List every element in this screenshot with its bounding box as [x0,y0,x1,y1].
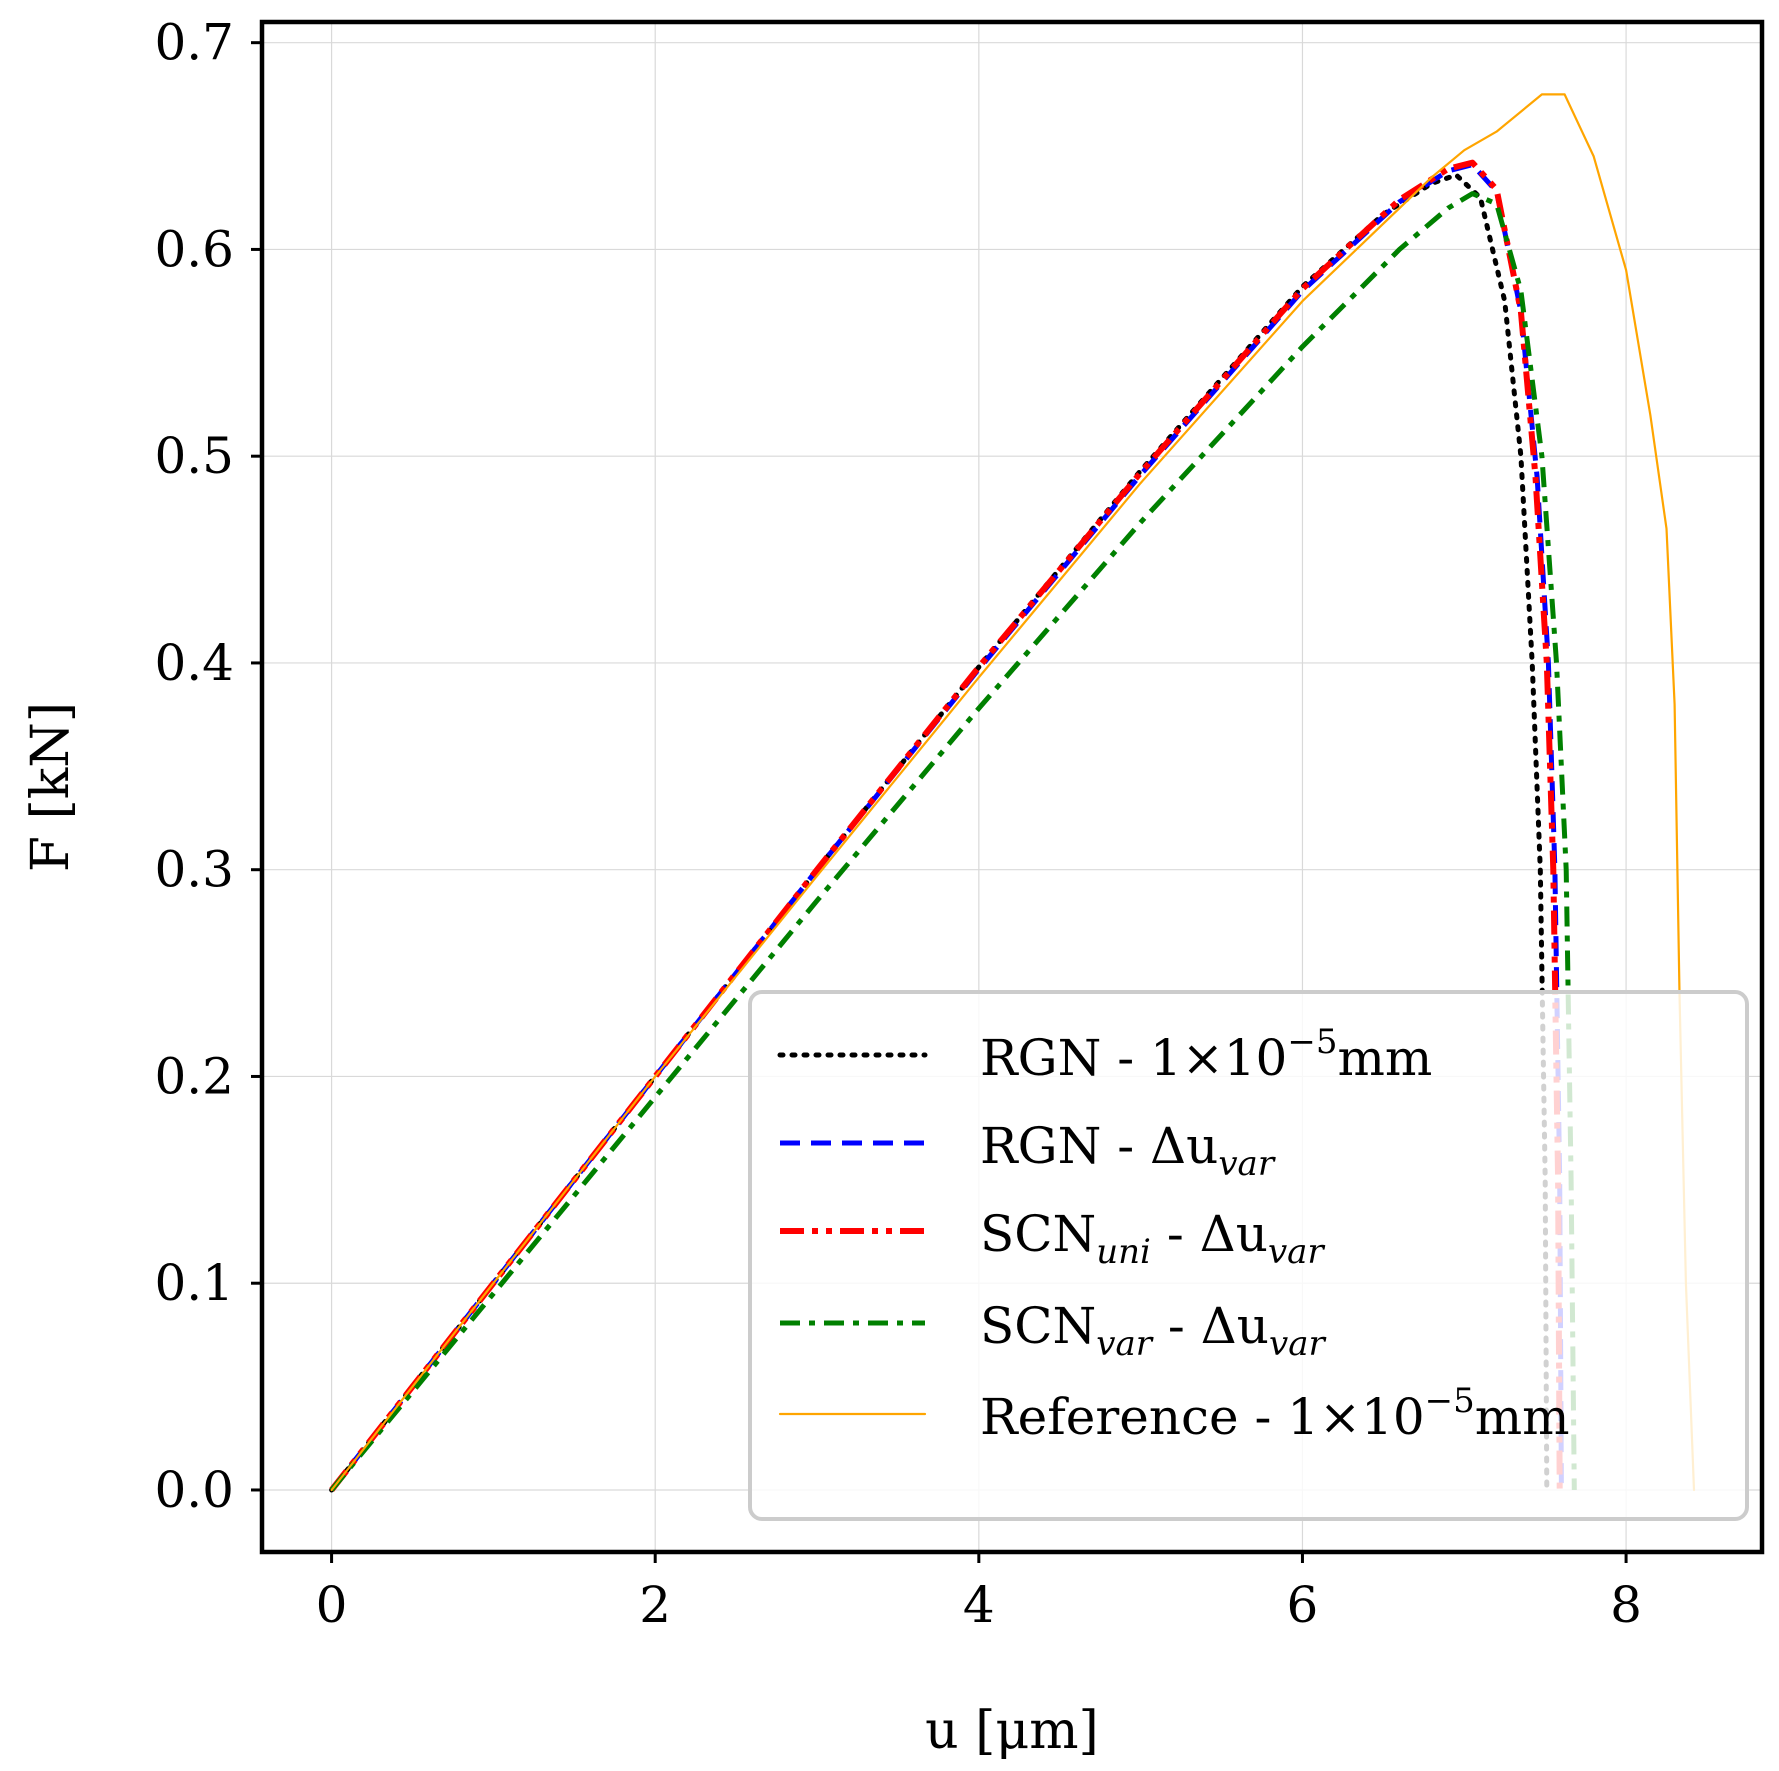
legend-label-main: RGN - Δu [980,1117,1218,1175]
x-tick-label: 6 [1287,1576,1319,1634]
series-layer [329,93,1696,1493]
legend-label-main: RGN - 1×10 [980,1029,1287,1087]
y-tick-label: 0.6 [154,220,234,278]
x-tick-label: 2 [639,1576,671,1634]
legend-label-main: SCN [980,1297,1096,1355]
legend-label-main: Reference - 1×10 [980,1388,1425,1446]
legend-label-tail: - Δu [1151,1205,1268,1263]
legend-label-subscript: uni [1096,1232,1151,1272]
ticks: 0 2 4 6 8 0.0 0.1 0.2 0.3 0.4 0.5 0.6 0.7 [154,14,1642,1634]
y-tick-label: 0.3 [154,841,234,899]
legend-box [748,990,1749,1521]
legend-label-subscript: var [1218,1144,1275,1184]
plot-frame [259,19,1765,1555]
y-axis-label: F [kN] [21,702,81,872]
x-tick-label: 4 [963,1576,995,1634]
legend-label-superscript: −5 [1425,1381,1475,1421]
x-tick-label: 8 [1610,1576,1642,1634]
y-tick-label: 0.2 [154,1047,234,1105]
x-tick-label: 0 [316,1576,348,1634]
y-tick-label: 0.1 [154,1254,234,1312]
legend-label-tail: - Δu [1152,1297,1269,1355]
legend-label-4: Reference - 1×10−5mm [980,1381,1570,1446]
legend-label-0: RGN - 1×10−5mm [980,1022,1432,1087]
legend-label-subscript-2: var [1269,1324,1326,1364]
legend-label-main: SCN [980,1205,1096,1263]
legend-label-subscript: var [1096,1324,1153,1364]
legend-label-2: SCNuni - Δuvar [980,1205,1325,1272]
y-tick-label: 0.7 [154,14,234,72]
legend-label-superscript: −5 [1287,1022,1337,1062]
legend-label-tail: mm [1475,1388,1570,1446]
y-tick-label: 0.4 [154,634,234,692]
x-axis-label: u [μm] [925,1701,1099,1761]
legend-label-3: SCNvar - Δuvar [980,1297,1326,1364]
series-line-3 [329,191,1577,1492]
legend-label-subscript-2: var [1268,1232,1325,1272]
y-tick-label: 0.5 [154,427,234,485]
legend-label-1: RGN - Δuvar [980,1117,1276,1184]
legend-label-tail: mm [1337,1029,1432,1087]
series-line-2 [329,159,1563,1492]
series-line-4 [330,93,1696,1492]
y-tick-label: 0.0 [154,1461,234,1519]
